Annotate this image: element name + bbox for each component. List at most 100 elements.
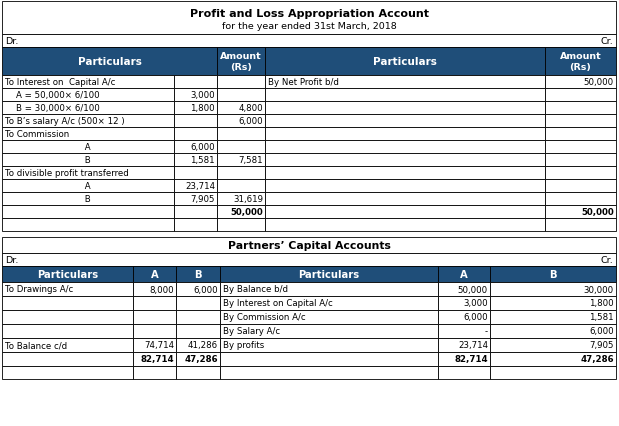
Bar <box>545 76 616 89</box>
Bar <box>220 338 438 352</box>
Text: 3,000: 3,000 <box>191 91 215 100</box>
Bar <box>2 205 174 219</box>
Bar <box>176 366 220 379</box>
Bar <box>176 338 220 352</box>
Text: By Interest on Capital A/c: By Interest on Capital A/c <box>223 299 333 308</box>
Text: Profit and Loss Appropriation Account: Profit and Loss Appropriation Account <box>189 9 428 18</box>
Bar <box>265 193 545 205</box>
Text: By Net Profit b/d: By Net Profit b/d <box>268 78 339 87</box>
Text: 23,714: 23,714 <box>185 181 215 190</box>
Bar <box>176 266 220 282</box>
Bar <box>265 115 545 128</box>
Bar <box>438 282 490 296</box>
Bar <box>217 205 265 219</box>
Bar <box>545 167 616 180</box>
Bar <box>217 219 265 231</box>
Bar <box>265 180 545 193</box>
Bar <box>133 352 176 366</box>
Bar <box>176 282 220 296</box>
Bar <box>174 115 217 128</box>
Bar <box>133 296 176 310</box>
Bar <box>2 282 133 296</box>
Bar <box>176 310 220 324</box>
Text: 41,286: 41,286 <box>188 341 218 350</box>
Text: Amount
(Rs): Amount (Rs) <box>560 52 602 72</box>
Bar <box>217 167 265 180</box>
Bar <box>545 115 616 128</box>
Bar <box>545 219 616 231</box>
Text: 82,714: 82,714 <box>454 355 488 364</box>
Text: 30,000: 30,000 <box>584 285 614 294</box>
Bar <box>2 48 217 76</box>
Bar <box>220 266 438 282</box>
Bar <box>217 102 265 115</box>
Text: 8,000: 8,000 <box>149 285 174 294</box>
Bar <box>490 282 616 296</box>
Bar <box>2 324 133 338</box>
Text: B: B <box>5 155 91 164</box>
Bar <box>133 310 176 324</box>
Text: 7,581: 7,581 <box>238 155 263 164</box>
Bar <box>2 338 133 352</box>
Bar <box>176 296 220 310</box>
Text: Partners’ Capital Accounts: Partners’ Capital Accounts <box>228 240 391 250</box>
Text: -: - <box>485 327 488 336</box>
Bar <box>133 338 176 352</box>
Bar <box>490 352 616 366</box>
Text: 1,581: 1,581 <box>191 155 215 164</box>
Text: By Salary A/c: By Salary A/c <box>223 327 280 336</box>
Bar <box>490 296 616 310</box>
Text: B: B <box>549 269 556 279</box>
Text: 6,000: 6,000 <box>464 313 488 322</box>
Bar <box>2 76 174 89</box>
Bar <box>220 366 438 379</box>
Text: 74,714: 74,714 <box>144 341 174 350</box>
Text: By Commission A/c: By Commission A/c <box>223 313 306 322</box>
Text: To divisible profit transferred: To divisible profit transferred <box>5 169 129 178</box>
Text: To Commission: To Commission <box>5 130 69 139</box>
Bar <box>545 128 616 141</box>
Text: Particulars: Particulars <box>298 269 360 279</box>
Bar <box>2 89 174 102</box>
Bar <box>220 282 438 296</box>
Bar <box>220 324 438 338</box>
Bar <box>490 338 616 352</box>
Bar <box>545 205 616 219</box>
Bar <box>174 193 217 205</box>
Text: 3,000: 3,000 <box>464 299 488 308</box>
Bar <box>490 310 616 324</box>
Bar <box>265 48 545 76</box>
Text: 50,000: 50,000 <box>581 207 614 216</box>
Bar <box>265 154 545 167</box>
Text: 1,581: 1,581 <box>589 313 614 322</box>
Bar <box>217 89 265 102</box>
Bar <box>174 154 217 167</box>
Text: Dr.: Dr. <box>5 37 19 46</box>
Bar <box>545 89 616 102</box>
Text: Amount
(Rs): Amount (Rs) <box>220 52 262 72</box>
Bar <box>2 115 174 128</box>
Text: Particulars: Particulars <box>77 57 141 67</box>
Bar <box>2 141 174 154</box>
Bar <box>220 352 438 366</box>
Text: 50,000: 50,000 <box>230 207 263 216</box>
Text: A: A <box>5 181 90 190</box>
Bar <box>2 154 174 167</box>
Text: By Balance b/d: By Balance b/d <box>223 285 288 294</box>
Bar <box>2 310 133 324</box>
Bar <box>133 324 176 338</box>
Text: A: A <box>460 269 468 279</box>
Bar <box>438 352 490 366</box>
Bar <box>2 366 133 379</box>
Bar <box>217 128 265 141</box>
Bar <box>490 324 616 338</box>
Bar <box>174 141 217 154</box>
Text: To Drawings A/c: To Drawings A/c <box>5 285 73 294</box>
Bar <box>2 193 174 205</box>
Bar <box>217 115 265 128</box>
Text: B: B <box>194 269 202 279</box>
Bar <box>2 167 174 180</box>
Bar <box>2 180 174 193</box>
Text: 47,286: 47,286 <box>184 355 218 364</box>
Bar <box>174 205 217 219</box>
